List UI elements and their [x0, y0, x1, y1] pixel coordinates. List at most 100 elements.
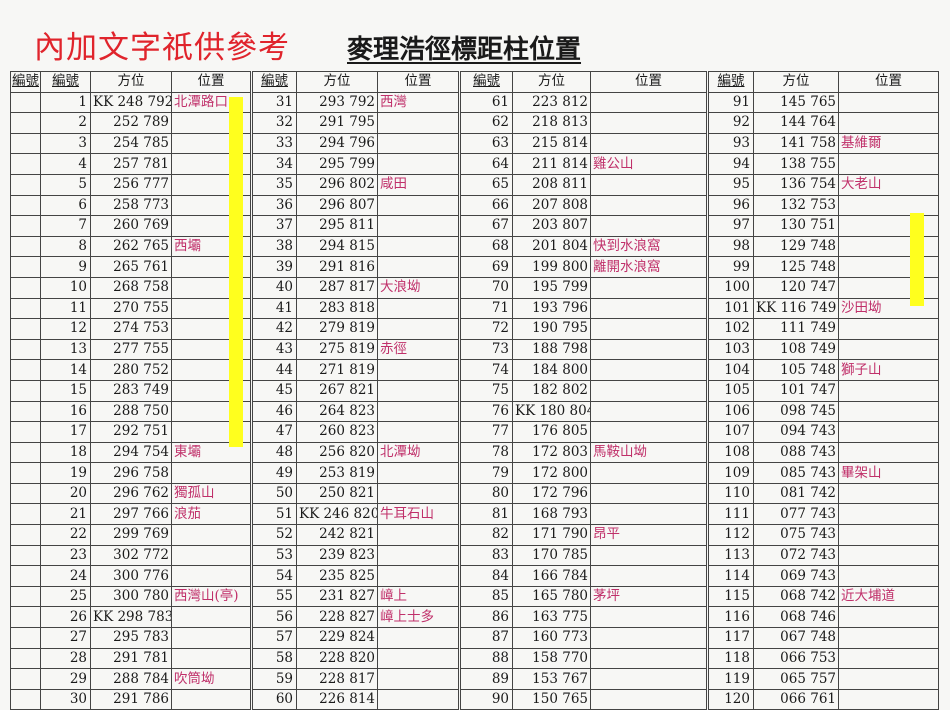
location-cell	[590, 606, 707, 629]
table-row: 75 182 802	[460, 379, 707, 402]
table-row: 57 229 824	[252, 627, 459, 649]
bearing-cell: 300 776	[90, 565, 172, 587]
marker-table-block-2: 編號 方位 位置 31 293 792 西灣 32 291 795 33 294 796 34…	[252, 71, 459, 710]
table-row: 78 172 803 馬鞍山坳	[460, 441, 707, 464]
bearing-cell: 176 805	[512, 421, 591, 443]
location-cell	[590, 565, 707, 587]
lead-cell	[10, 462, 41, 484]
location-cell	[377, 194, 459, 217]
bearing-cell: 138 755	[753, 153, 839, 175]
marker-number: 101	[708, 297, 754, 320]
table-row: 16 288 750	[10, 400, 251, 423]
table-row: 47 260 823	[252, 421, 459, 443]
location-cell: 大浪坳	[377, 276, 459, 299]
location-cell	[171, 565, 251, 587]
lead-cell	[10, 482, 41, 505]
location-cell	[590, 132, 707, 155]
marker-number: 48	[252, 441, 297, 464]
table-row: 118 066 753	[708, 647, 939, 670]
bearing-cell: 072 743	[753, 544, 839, 567]
bearing-cell: 265 761	[90, 256, 172, 278]
marker-number: 73	[460, 338, 513, 361]
marker-number: 7	[40, 215, 91, 237]
bearing-cell: 101 747	[753, 379, 839, 402]
location-cell	[377, 421, 459, 443]
table-row: 53 239 823	[252, 544, 459, 567]
location-cell	[377, 544, 459, 567]
table-row: 60 226 814	[252, 688, 459, 710]
marker-number: 20	[40, 482, 91, 505]
location-header: 位置	[838, 71, 939, 93]
marker-number: 99	[708, 256, 754, 278]
table-row: 58 228 820	[252, 647, 459, 670]
location-cell	[590, 647, 707, 670]
lead-cell	[10, 668, 41, 690]
table-row: 68 201 804 快到水浪窩	[460, 235, 707, 258]
bearing-cell: 293 792	[296, 91, 378, 114]
number-header: 編號	[40, 71, 91, 93]
bearing-cell: 145 765	[753, 91, 839, 114]
location-cell	[590, 338, 707, 361]
location-cell: 畢架山	[838, 462, 939, 484]
table-row: 48 256 820 北潭坳	[252, 441, 459, 464]
location-cell	[377, 379, 459, 402]
table-row: 2 252 789	[10, 112, 251, 134]
marker-number: 87	[460, 627, 513, 649]
table-row: 50 250 821	[252, 482, 459, 505]
marker-number: 89	[460, 668, 513, 690]
location-cell	[590, 112, 707, 134]
bearing-cell: 283 818	[296, 297, 378, 320]
marker-number: 108	[708, 441, 754, 464]
bearing-cell: 088 743	[753, 441, 839, 464]
table-row: 109 085 743 畢架山	[708, 462, 939, 484]
location-cell	[838, 606, 939, 629]
location-cell	[838, 338, 939, 361]
marker-number: 109	[708, 462, 754, 484]
marker-number: 19	[40, 462, 91, 484]
table-row: 36 296 807	[252, 194, 459, 217]
table-row: 112 075 743	[708, 524, 939, 546]
location-cell: 馬鞍山坳	[590, 441, 707, 464]
marker-number: 53	[252, 544, 297, 567]
location-cell	[590, 379, 707, 402]
marker-number: 34	[252, 153, 297, 175]
table-row: 35 296 802 咸田	[252, 173, 459, 196]
marker-number: 88	[460, 647, 513, 670]
location-cell: 離開水浪窩	[590, 256, 707, 278]
bearing-cell: 108 749	[753, 338, 839, 361]
marker-number: 112	[708, 524, 754, 546]
bearing-cell: 081 742	[753, 482, 839, 505]
marker-number: 11	[40, 297, 91, 320]
table-row: 21 297 766 浪茄	[10, 503, 251, 526]
marker-number: 45	[252, 379, 297, 402]
location-cell	[838, 421, 939, 443]
location-cell	[590, 627, 707, 649]
lead-cell	[10, 338, 41, 361]
bearing-cell: 292 751	[90, 421, 172, 443]
marker-number: 90	[460, 688, 513, 710]
bearing-cell: 296 807	[296, 194, 378, 217]
bearing-cell: 291 786	[90, 688, 172, 710]
marker-number: 14	[40, 359, 91, 381]
bearing-cell: 294 796	[296, 132, 378, 155]
lead-cell	[10, 235, 41, 258]
bearing-cell: 256 820	[296, 441, 378, 464]
marker-number: 3	[40, 132, 91, 155]
location-cell: 浪茄	[171, 503, 251, 526]
bearing-cell: 296 802	[296, 173, 378, 196]
bearing-cell: 256 777	[90, 173, 172, 196]
table-row: 44 271 819	[252, 359, 459, 381]
table-row: 69 199 800 離開水浪窩	[460, 256, 707, 278]
location-cell	[171, 688, 251, 710]
bearing-cell: 239 823	[296, 544, 378, 567]
bearing-cell: 242 821	[296, 524, 378, 546]
bearing-cell: 288 784	[90, 668, 172, 690]
marker-number: 29	[40, 668, 91, 690]
table-row: 4 257 781	[10, 153, 251, 175]
table-row: 113 072 743	[708, 544, 939, 567]
location-cell	[590, 503, 707, 526]
marker-number: 57	[252, 627, 297, 649]
table-row: 97 130 751	[708, 215, 939, 237]
marker-number: 63	[460, 132, 513, 155]
table-row: 7 260 769	[10, 215, 251, 237]
